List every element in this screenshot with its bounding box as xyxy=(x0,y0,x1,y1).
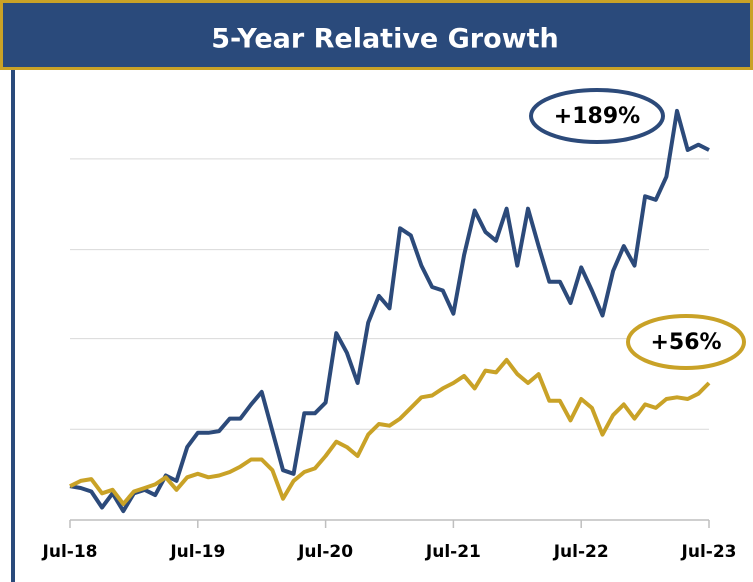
x-tick-label: Jul-22 xyxy=(553,542,609,562)
series-line xyxy=(69,357,711,506)
callout-label: +189% xyxy=(554,104,640,129)
header-border xyxy=(0,0,753,70)
callout-label: +56% xyxy=(650,330,721,355)
x-tick-label: Jul-19 xyxy=(169,542,225,562)
callout-ellipse xyxy=(626,314,746,370)
x-tick-label: Jul-18 xyxy=(42,542,98,562)
callout-ellipse xyxy=(529,88,665,144)
chart-title: 5-Year Relative Growth xyxy=(211,24,559,55)
x-tick-label: Jul-21 xyxy=(425,542,481,562)
series-line xyxy=(69,108,710,514)
x-tick-label: Jul-23 xyxy=(681,542,737,562)
x-tick-label: Jul-20 xyxy=(297,542,353,562)
header-bar xyxy=(0,0,753,70)
